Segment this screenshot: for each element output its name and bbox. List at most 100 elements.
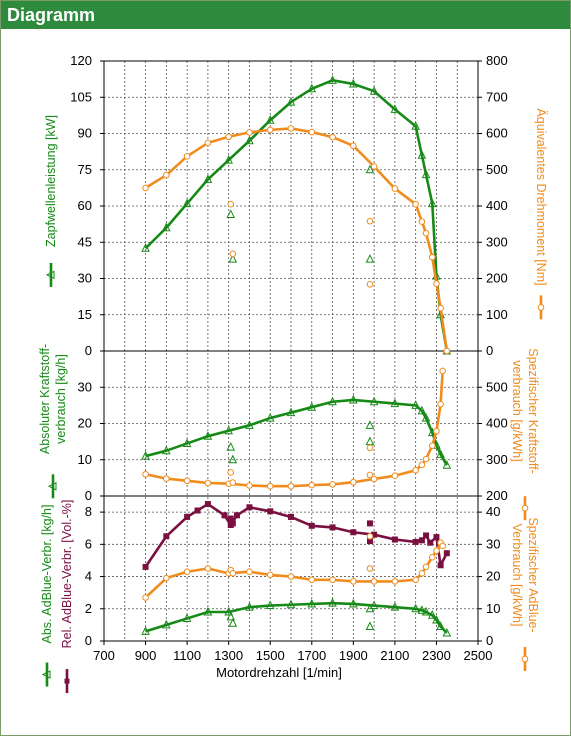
scatter-point [228,454,238,464]
series-point [245,135,254,145]
y-right-tick-label: 300 [486,234,508,249]
series-point [224,606,233,616]
series-point [328,75,337,84]
series-point [350,578,357,585]
series-point [141,451,150,460]
series-point [266,126,274,134]
x-axis-label: Motordrehzahl [1/min] [216,665,342,680]
series-point [427,198,437,208]
scatter-point [366,444,374,452]
series-point [246,568,253,576]
series-point [418,461,426,469]
series-point [183,568,191,576]
series-point [418,537,425,544]
y-right-label-top-text: Äquivalentes Drehmoment [Nm] [534,108,548,285]
series-point [203,606,213,616]
series-point [433,534,440,541]
series-point [308,522,315,529]
series-point [204,479,212,487]
series-point [417,150,427,159]
series-point [391,536,398,543]
y-right-tick-label: 500 [486,379,508,394]
x-tick-label: 1100 [173,648,201,663]
series-point [142,563,149,570]
series-point [436,449,445,458]
x-tick-label: 1700 [297,648,326,663]
series-point [437,400,444,408]
series-point [349,394,358,404]
y-left-tick-label: 0 [85,633,92,648]
series-point [369,86,379,95]
y-right-label-middle-text: verbrauch [g/kWh] [510,360,524,461]
scatter-point [365,436,375,446]
series-point [204,565,212,572]
series-point [436,621,445,630]
y-left-tick-label: 0 [85,488,92,503]
y-left-tick-label: 10 [78,452,92,467]
plot-frame-bottom [103,495,479,642]
x-tick-label: 2500 [464,648,493,663]
x-tick-label: 1500 [256,648,285,663]
series-line-orange [144,127,449,352]
series-point [329,524,336,531]
series-point [141,626,150,635]
series-point [443,347,451,355]
series-point [390,398,400,408]
y-right-tick-label: 200 [486,488,508,503]
y-right-label-middle-text: Spezifischer Kraftstoff- [526,348,540,474]
series-point [349,78,358,88]
scatter-point [365,621,375,630]
series-point [329,576,336,584]
series-point [245,602,254,611]
x-tick-label: 700 [93,648,115,663]
series-point [412,576,419,584]
y-right-tick-label: 400 [486,416,508,431]
series-point [439,542,446,550]
series-point [307,598,317,608]
series-point [162,619,171,629]
y-right-label-bottom-legend-marker [521,655,529,663]
chart-area: 0153045607590105120010020030040050060070… [38,53,548,694]
y-left-label-bottom-rel: Rel. AdBlue-Verbr. [Vol.-%] [60,500,74,694]
series-point [142,594,149,601]
y-left-label-bottom-abs-legend-marker [41,670,51,679]
y-left-tick-label: 8 [85,504,92,519]
y-right-tick-label: 200 [486,271,508,286]
scatter-point [366,532,374,540]
series-point [427,539,434,546]
series-point [439,367,446,375]
y-left-label-middle-text: Absoluter Kraftstoff- [38,344,52,454]
y-right-label-bottom-text: Verbrauch [g/kWh] [510,524,524,627]
scatter-point [229,570,237,577]
series-point [265,115,275,124]
series-point [182,613,192,622]
series-point [224,425,233,435]
series-point [308,481,316,489]
series-point [142,184,149,192]
series-point [245,420,254,429]
series-point [308,576,316,584]
series-point [328,396,337,406]
scatter-point [365,603,375,613]
series-point [428,553,436,561]
series-point [350,529,357,536]
y-left-tick-label: 4 [85,569,92,584]
scatter-point [365,254,375,263]
y-left-tick-label: 6 [85,536,92,551]
series-line-green [145,601,448,634]
series-point [442,627,452,637]
x-tick-label: 2300 [422,648,451,663]
y-right-label-middle-legend-marker [521,504,529,512]
y-right-label-bottom: Spezifischer AdBlue-Verbrauch [g/kWh] [510,517,540,671]
y-right-label-top: Äquivalentes Drehmoment [Nm] [534,108,548,320]
scatter-point [366,281,374,288]
series-line-green [145,398,448,466]
series-point [266,571,274,579]
series-point [370,475,378,483]
series-point [417,405,427,415]
y-right-tick-label: 100 [486,307,508,322]
series-point [369,600,379,610]
y-right-tick-label: 700 [486,89,508,104]
y-left-tick-label: 2 [85,601,92,616]
series-point [265,600,275,610]
